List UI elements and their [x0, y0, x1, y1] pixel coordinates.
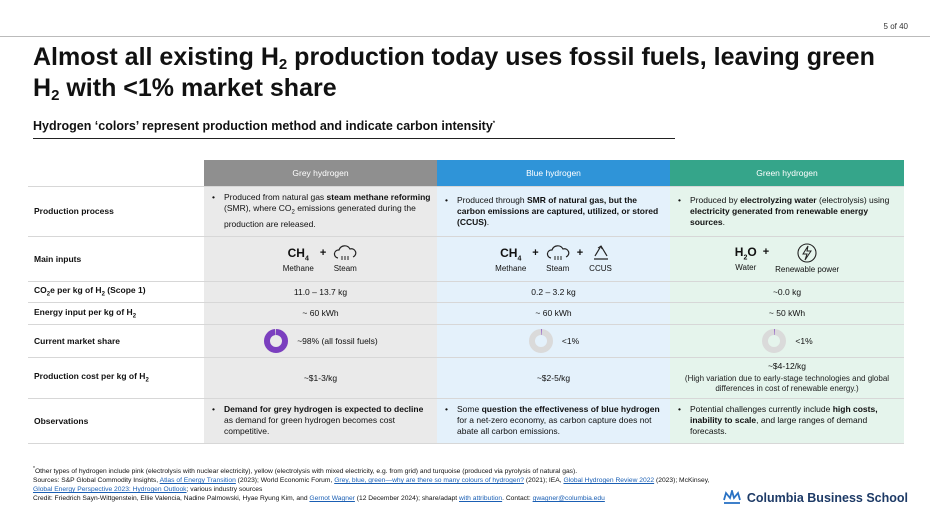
donut-chart-grey: [264, 328, 289, 353]
top-divider: [0, 36, 930, 37]
recycle-icon: [593, 245, 608, 260]
cell-green-co2e: ~0.0 kg: [670, 281, 904, 303]
row-label-production-process: Production process: [28, 186, 204, 237]
row-label-energy: Energy input per kg of H2: [28, 302, 204, 325]
table-row: Main inputs CH4 Methane + Steam CH4 Methan…: [28, 236, 904, 282]
header-grey-hydrogen: Grey hydrogen: [204, 160, 437, 187]
cell-green-inputs: H2O Water + Renewable power: [670, 236, 904, 282]
donut-share-arc: [264, 328, 289, 353]
footnotes: *Other types of hydrogen include pink (e…: [33, 465, 723, 503]
subtitle-underline: [33, 138, 675, 139]
source-link-atlas[interactable]: Atlas of Energy Transition: [159, 477, 236, 485]
steam-cloud-icon: [334, 245, 357, 260]
cell-blue-energy: ~ 60 kWh: [437, 302, 670, 325]
hydrogen-comparison-table: Grey hydrogen Blue hydrogen Green hydrog…: [28, 160, 904, 444]
steam-cloud-icon: [546, 245, 570, 260]
methane-formula: CH4: [500, 246, 522, 263]
methane-formula: CH4: [287, 246, 309, 263]
crown-icon: [722, 490, 741, 504]
water-formula: H2O: [734, 245, 757, 262]
cell-grey-observations: • Demand for grey hydrogen is expected to…: [204, 398, 437, 444]
header-blank: [28, 160, 204, 187]
row-label-observations: Observations: [28, 398, 204, 444]
table-row: Production process • Produced from natura…: [28, 186, 904, 237]
row-label-market-share: Current market share: [28, 324, 204, 358]
cell-green-production: • Produced by electrolyzing water (electr…: [670, 186, 904, 237]
donut-share-arc: [528, 328, 553, 353]
page-number: 5 of 40: [883, 22, 908, 31]
header-green-hydrogen: Green hydrogen: [670, 160, 904, 187]
table-row: Current market share ~98% (all fossil fu…: [28, 324, 904, 358]
cell-blue-co2e: 0.2 – 3.2 kg: [437, 281, 670, 303]
source-link-iea[interactable]: Global Hydrogen Review 2022: [563, 477, 655, 485]
table-row: CO2e per kg of H2 (Scope 1) 11.0 – 13.7 …: [28, 281, 904, 303]
source-link-wef[interactable]: Grey, blue, green—why are there so many …: [334, 477, 525, 485]
attribution-link[interactable]: with attribution: [459, 495, 503, 503]
cell-grey-market-share: ~98% (all fossil fuels): [204, 324, 437, 358]
donut-chart-green: [762, 328, 787, 353]
donut-chart-blue: [528, 328, 553, 353]
footnote-credit: Credit: Friedrich Sayn-Wittgenstein, Ell…: [33, 495, 605, 503]
row-label-co2e: CO2e per kg of H2 (Scope 1): [28, 281, 204, 303]
donut-share-arc: [762, 328, 787, 353]
cell-grey-production: • Produced from natural gas steam methane…: [204, 186, 437, 237]
table-header-row: Grey hydrogen Blue hydrogen Green hydrog…: [28, 160, 904, 187]
cell-green-cost: ~$4-12/kg (High variation due to early-s…: [670, 357, 904, 399]
lightning-bolt-icon: [797, 243, 817, 263]
columbia-business-school-logo: Columbia Business School: [722, 490, 908, 506]
table-row: Observations • Demand for grey hydrogen i…: [28, 398, 904, 444]
cell-blue-cost: ~$2-5/kg: [437, 357, 670, 399]
cell-green-energy: ~ 50 kWh: [670, 302, 904, 325]
source-link-mckinsey[interactable]: Global Energy Perspective 2023: Hydrogen…: [33, 486, 187, 494]
cell-grey-inputs: CH4 Methane + Steam: [204, 236, 437, 282]
cell-grey-energy: ~ 60 kWh: [204, 302, 437, 325]
cell-blue-production: • Produced through SMR of natural gas, bu…: [437, 186, 670, 237]
contact-email-link[interactable]: gwagner@columbia.edu: [532, 495, 605, 503]
cell-blue-observations: • Some question the effectiveness of blue…: [437, 398, 670, 444]
cell-green-market-share: <1%: [670, 324, 904, 358]
footnote-sources: Sources: S&P Global Commodity Insights, …: [33, 477, 710, 494]
footnote-other-colors: *Other types of hydrogen include pink (e…: [33, 466, 578, 476]
header-blue-hydrogen: Blue hydrogen: [437, 160, 670, 187]
cell-blue-market-share: <1%: [437, 324, 670, 358]
row-label-main-inputs: Main inputs: [28, 236, 204, 282]
page-title: Almost all existing H2 production today …: [33, 43, 875, 104]
row-label-cost: Production cost per kg of H2: [28, 357, 204, 399]
cell-grey-co2e: 11.0 – 13.7 kg: [204, 281, 437, 303]
cell-green-observations: • Potential challenges currently include …: [670, 398, 904, 444]
table-row: Production cost per kg of H2 ~$1-3/kg ~$…: [28, 357, 904, 399]
author-link[interactable]: Gernot Wagner: [309, 495, 355, 503]
cell-blue-inputs: CH4 Methane + Steam + CCUS: [437, 236, 670, 282]
cell-grey-cost: ~$1-3/kg: [204, 357, 437, 399]
table-row: Energy input per kg of H2 ~ 60 kWh ~ 60 …: [28, 302, 904, 325]
section-subtitle: Hydrogen ‘colors’ represent production m…: [33, 119, 496, 133]
